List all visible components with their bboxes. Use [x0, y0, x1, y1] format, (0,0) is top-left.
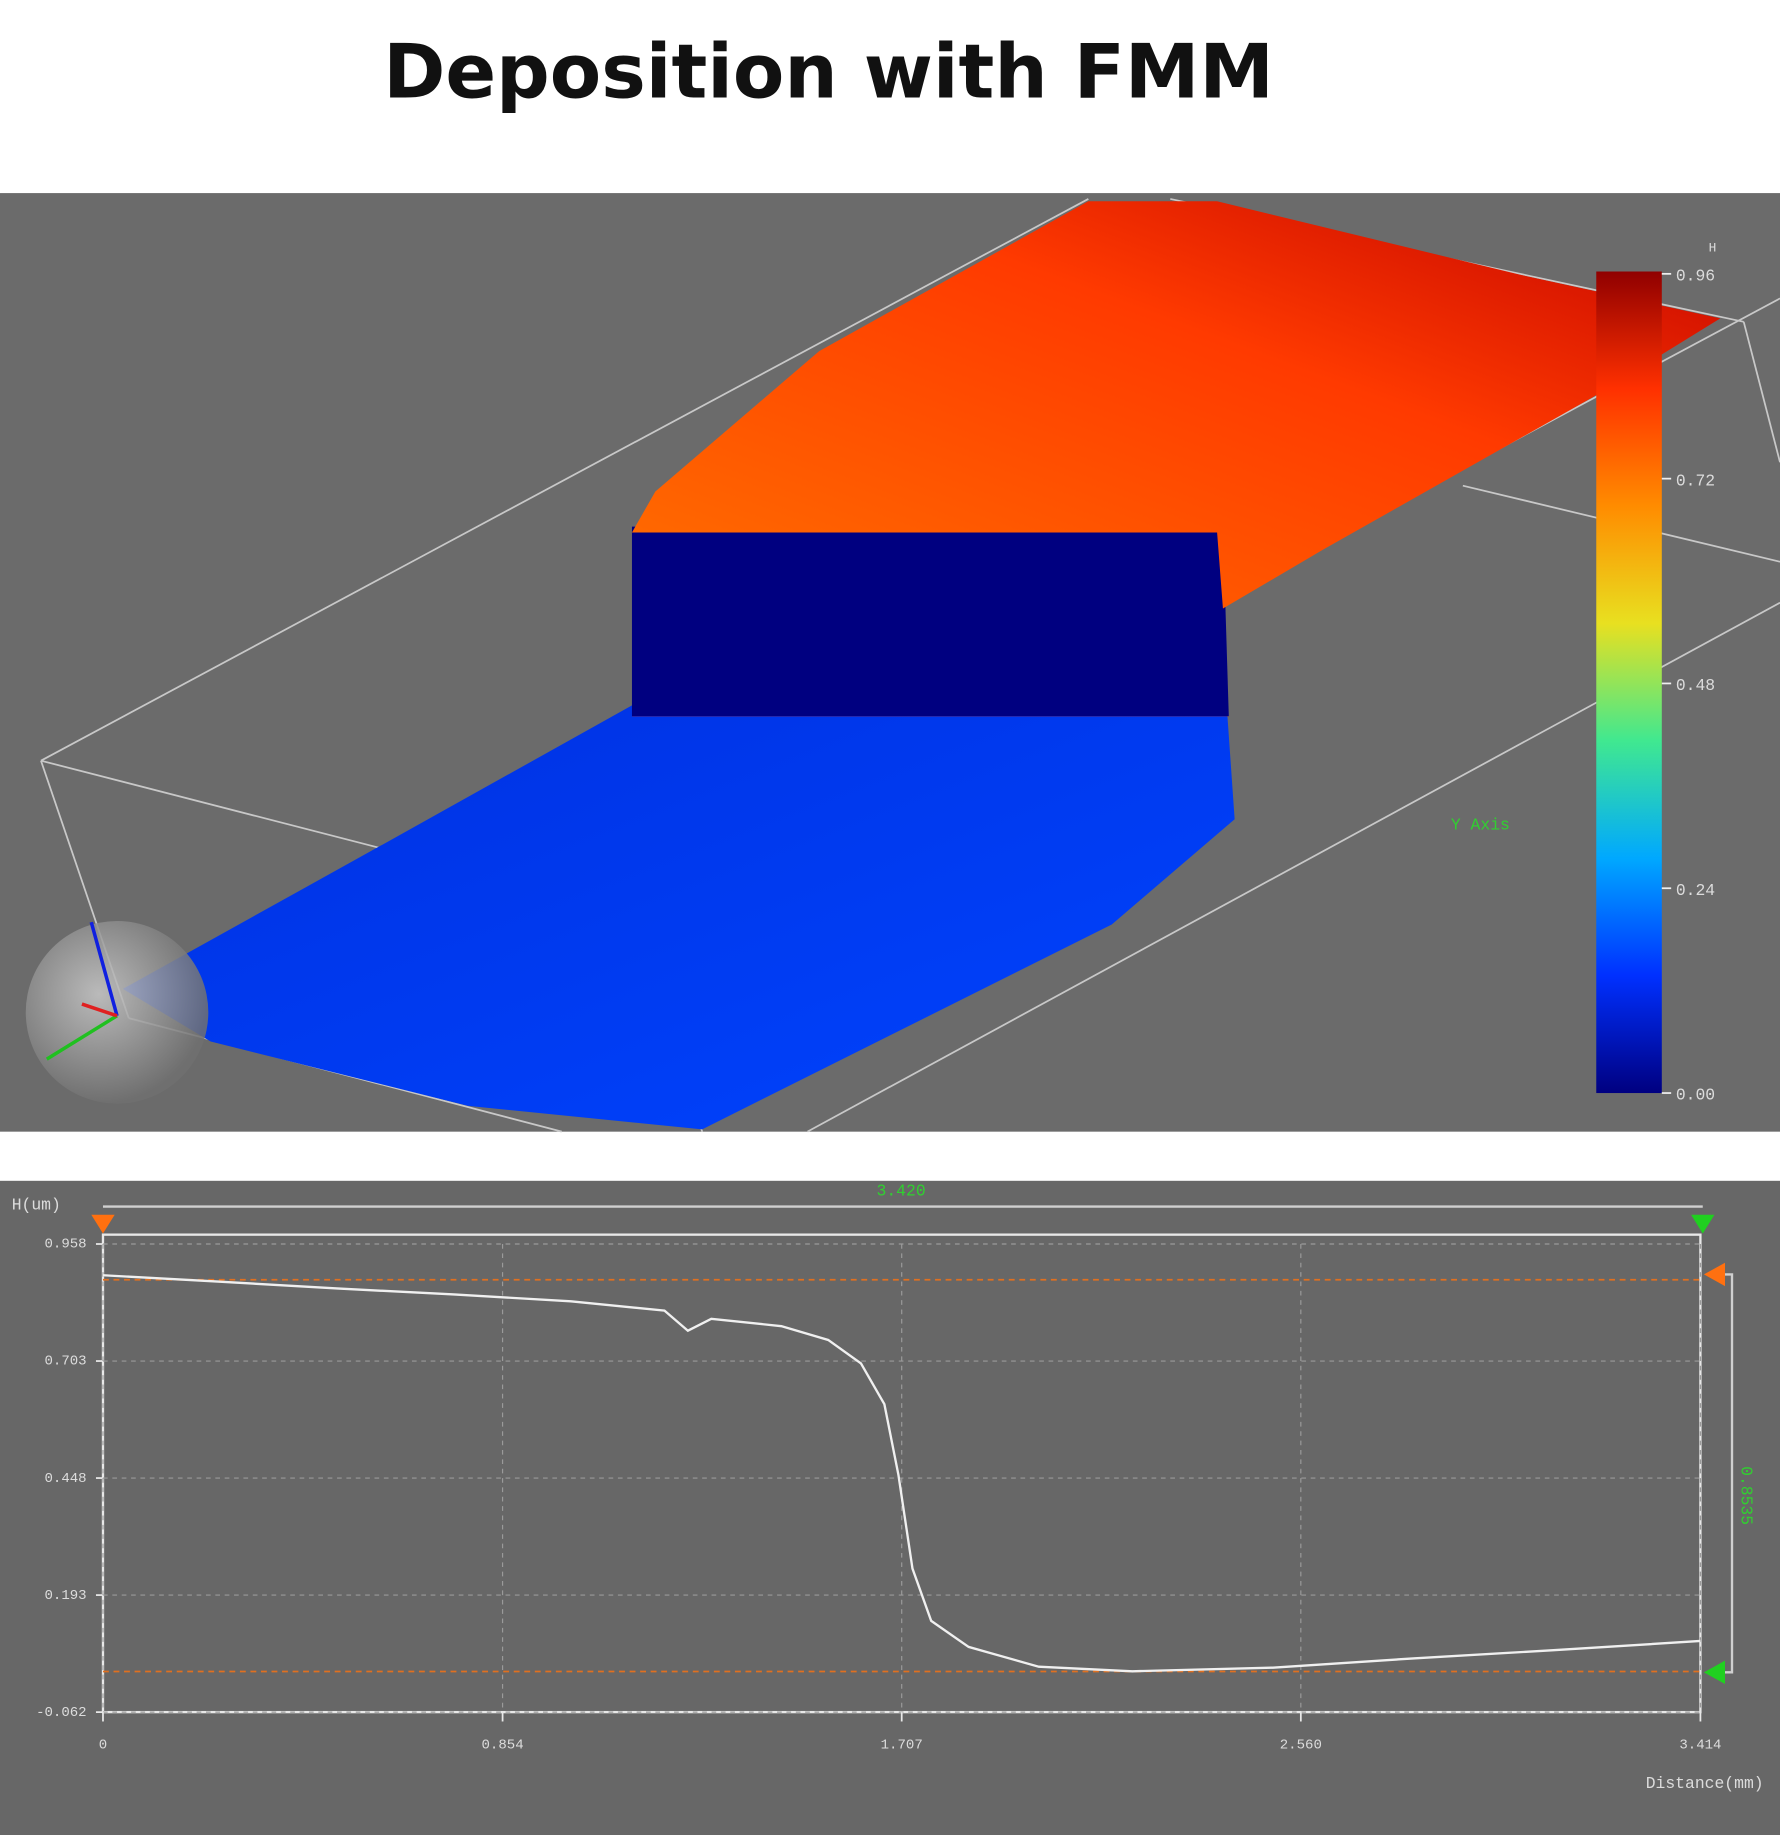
x-tick-label: 2.560 [1280, 1738, 1322, 1754]
profile-panel: H(um) Distance(mm) 3.420 0.8535 -0.062 0.… [0, 1180, 1780, 1835]
cursor-marker [1703, 1262, 1725, 1287]
colorbar-tick-label: 0.96 [1676, 267, 1715, 286]
cursor-marker [91, 1214, 115, 1234]
axis-label: Y Axis [1451, 815, 1510, 834]
y-tick-label: 0.193 [44, 1588, 86, 1604]
x-axis-label: Distance(mm) [1646, 1774, 1764, 1793]
y-tick-label: -0.062 [36, 1705, 87, 1721]
colorbar-tick-label: 0.72 [1676, 471, 1715, 490]
panel-background [0, 1180, 1780, 1835]
width-annotation: 3.420 [877, 1182, 926, 1201]
colorbar-tick-label: 0.00 [1676, 1086, 1715, 1105]
step-wall [631, 526, 1229, 717]
cursor-marker [1691, 1214, 1715, 1234]
colorbar-tick-label: 0.48 [1676, 676, 1715, 695]
colorbar-tick-label: 0.24 [1676, 881, 1715, 900]
x-tick-label: 0 [99, 1738, 107, 1754]
upper-plateau [631, 201, 1721, 609]
height-annotation: 0.8535 [1737, 1466, 1756, 1525]
axis-x [81, 1002, 118, 1018]
colorbar-label: H [1709, 241, 1717, 256]
x-tick-label: 0.854 [482, 1738, 524, 1754]
axis-y [45, 1014, 118, 1061]
profile-line [102, 1274, 1701, 1673]
colorbar [1596, 271, 1662, 1094]
axis-z [89, 921, 119, 1017]
y-tick-label: 0.448 [44, 1471, 86, 1487]
surface-panel: Y Axis H 0.00 0.24 0.48 0.72 0.96 [0, 193, 1780, 1133]
x-tick-label: 3.414 [1679, 1738, 1721, 1754]
page-title: Deposition with FMM [383, 28, 1274, 116]
cursor-marker [1703, 1660, 1725, 1685]
x-tick-label: 1.707 [881, 1738, 923, 1754]
y-tick-label: 0.958 [44, 1237, 86, 1253]
y-axis-label: H(um) [12, 1196, 61, 1215]
y-tick-label: 0.703 [44, 1354, 86, 1370]
lower-plateau [122, 702, 1235, 1130]
